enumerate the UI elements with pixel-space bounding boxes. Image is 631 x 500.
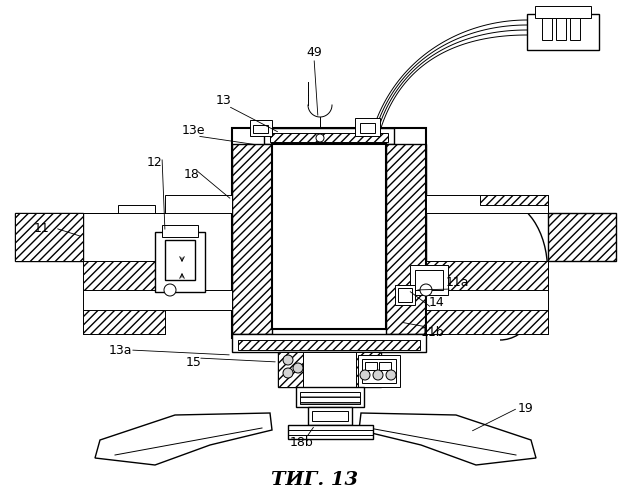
Bar [415, 270, 443, 290]
Polygon shape [95, 413, 272, 465]
Bar [362, 359, 396, 383]
Bar [15, 213, 83, 261]
Circle shape [386, 370, 396, 380]
Bar [308, 407, 352, 425]
Bar [386, 144, 426, 334]
Text: 13: 13 [216, 94, 232, 106]
Polygon shape [83, 261, 232, 334]
Bar [548, 213, 616, 261]
Bar [300, 392, 360, 404]
Bar [410, 265, 448, 295]
Circle shape [420, 284, 432, 296]
Bar [272, 144, 386, 329]
Bar [398, 288, 412, 302]
Circle shape [360, 370, 370, 380]
Bar [165, 240, 195, 280]
Polygon shape [83, 195, 232, 213]
Bar [358, 355, 400, 387]
Bar [379, 362, 391, 370]
Bar [278, 352, 303, 387]
Text: 12: 12 [147, 156, 163, 168]
Text: 15: 15 [186, 356, 202, 368]
Polygon shape [83, 261, 165, 290]
Text: ΤИГ. 13: ΤИГ. 13 [271, 471, 358, 489]
Text: 18: 18 [184, 168, 200, 180]
Bar [232, 334, 426, 352]
Text: 19: 19 [518, 402, 534, 414]
Bar [232, 128, 426, 338]
Text: 13e: 13e [181, 124, 204, 136]
Bar [395, 285, 415, 305]
Text: 18b: 18b [290, 436, 314, 448]
Polygon shape [426, 195, 548, 213]
Circle shape [283, 355, 293, 365]
Bar [542, 18, 552, 40]
Bar [238, 340, 420, 350]
Bar [232, 144, 272, 334]
Bar [303, 352, 356, 387]
Polygon shape [426, 195, 548, 213]
Text: 11a: 11a [445, 276, 469, 289]
Bar [253, 125, 268, 133]
Polygon shape [426, 261, 548, 334]
Polygon shape [83, 310, 165, 334]
Circle shape [293, 363, 303, 373]
Bar [356, 352, 381, 387]
Text: 49: 49 [306, 46, 322, 59]
Bar [250, 120, 272, 136]
Bar [288, 425, 373, 439]
Bar [527, 14, 599, 50]
Bar [355, 118, 380, 136]
Bar [162, 225, 198, 237]
Bar [556, 18, 566, 40]
Polygon shape [359, 413, 536, 465]
Bar [365, 362, 377, 370]
Text: 13a: 13a [109, 344, 132, 356]
Bar [155, 232, 205, 292]
Bar [278, 352, 381, 387]
Bar [264, 128, 394, 144]
Circle shape [283, 368, 293, 378]
Text: 11: 11 [34, 222, 50, 234]
Bar [360, 123, 375, 133]
Bar [312, 411, 348, 421]
Circle shape [316, 134, 324, 142]
Bar [570, 18, 580, 40]
Circle shape [164, 284, 176, 296]
Polygon shape [426, 310, 548, 334]
Bar [535, 6, 591, 18]
Bar [270, 133, 388, 142]
Text: 11b: 11b [420, 326, 444, 338]
Polygon shape [426, 195, 548, 213]
Circle shape [373, 370, 383, 380]
Polygon shape [15, 213, 83, 261]
Polygon shape [426, 261, 548, 290]
Text: 14: 14 [429, 296, 445, 310]
Bar [296, 387, 364, 407]
